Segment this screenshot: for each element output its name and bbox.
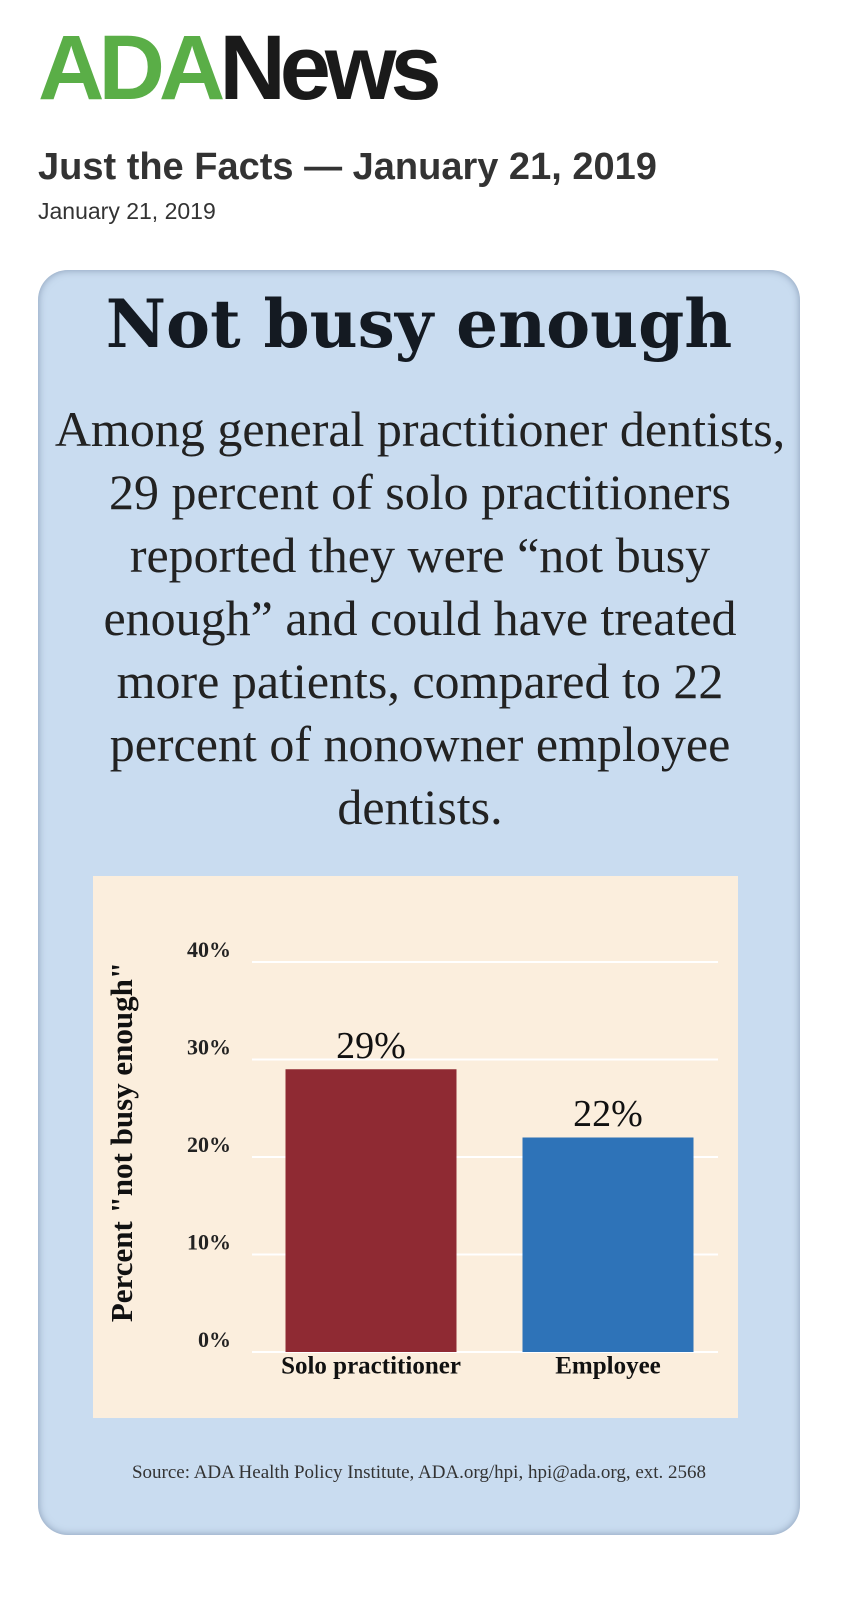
article-date: January 21, 2019 bbox=[38, 198, 216, 224]
source: Source: ADA Health Policy Institute, ADA… bbox=[131, 1462, 707, 1483]
chart-subtitle: Among general practitioner dentists, 29 … bbox=[54, 401, 786, 835]
y-axis-label: Percent "not busy enough" bbox=[104, 962, 139, 1322]
article-title: Just the Facts — January 21, 2019 bbox=[38, 146, 657, 188]
y-tick-label: 10% bbox=[187, 1230, 231, 1255]
chart-title: Not busy enough bbox=[105, 285, 733, 363]
value-label: 22% bbox=[573, 1093, 643, 1135]
chart: Percent "not busy enough" 0% 10% 20% 30% 40%… bbox=[93, 876, 738, 1418]
bar bbox=[285, 1069, 457, 1352]
y-tick-label: 40% bbox=[187, 937, 231, 962]
bar bbox=[522, 1137, 694, 1352]
logo-news: News bbox=[219, 17, 441, 119]
logo[interactable]: ADANews bbox=[38, 17, 442, 119]
logo-ada: ADA bbox=[38, 17, 225, 119]
y-tick-label: 0% bbox=[198, 1327, 231, 1352]
y-tick-label: 20% bbox=[187, 1132, 231, 1157]
value-label: 29% bbox=[336, 1025, 406, 1067]
x-tick-label: Employee bbox=[555, 1353, 661, 1380]
y-tick-label: 30% bbox=[187, 1035, 231, 1060]
x-tick-label: Solo practitioner bbox=[281, 1353, 461, 1380]
